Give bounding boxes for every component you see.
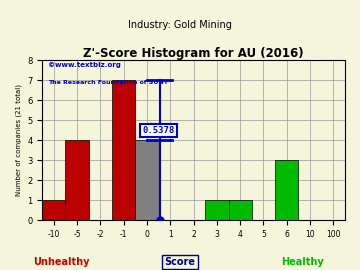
Title: Z'-Score Histogram for AU (2016): Z'-Score Histogram for AU (2016) bbox=[83, 48, 304, 60]
Bar bbox=[66, 140, 89, 220]
Bar bbox=[275, 160, 298, 220]
Y-axis label: Number of companies (21 total): Number of companies (21 total) bbox=[15, 84, 22, 196]
Text: Industry: Gold Mining: Industry: Gold Mining bbox=[128, 20, 232, 30]
Text: 0.5378: 0.5378 bbox=[142, 126, 175, 135]
Text: Healthy: Healthy bbox=[281, 257, 324, 267]
Bar bbox=[112, 80, 135, 220]
Text: Unhealthy: Unhealthy bbox=[33, 257, 89, 267]
Bar bbox=[229, 200, 252, 220]
Bar bbox=[205, 200, 229, 220]
Text: Score: Score bbox=[165, 257, 195, 267]
Text: The Research Foundation of SUNY: The Research Foundation of SUNY bbox=[48, 80, 168, 85]
Text: ©www.textbiz.org: ©www.textbiz.org bbox=[48, 62, 121, 68]
Bar bbox=[135, 140, 159, 220]
Bar bbox=[42, 200, 66, 220]
